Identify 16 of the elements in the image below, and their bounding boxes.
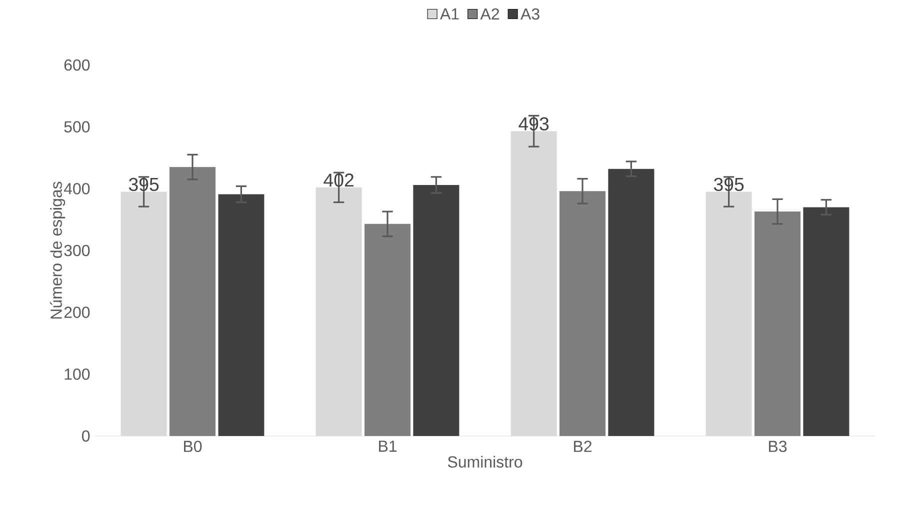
x-tick-label: B0 <box>184 440 202 452</box>
legend-label: A3 <box>520 8 540 20</box>
x-tick-label: B1 <box>379 440 397 452</box>
y-axis-title: Número de espigas <box>50 182 66 319</box>
y-tick-label: 600 <box>64 59 90 71</box>
y-tick-label: 500 <box>64 121 90 132</box>
x-axis-title: Suministro <box>448 456 522 468</box>
x-tick-label: B2 <box>574 440 592 452</box>
x-tick-label: B3 <box>769 440 787 452</box>
legend-label: A1 <box>440 8 459 20</box>
y-tick-label: 200 <box>64 306 90 318</box>
y-tick-label: 100 <box>64 368 90 380</box>
y-tick-label: 0 <box>82 430 90 442</box>
y-tick-label: 300 <box>64 244 90 256</box>
y-tick-label: 400 <box>64 183 90 194</box>
legend-label: A2 <box>480 8 499 20</box>
